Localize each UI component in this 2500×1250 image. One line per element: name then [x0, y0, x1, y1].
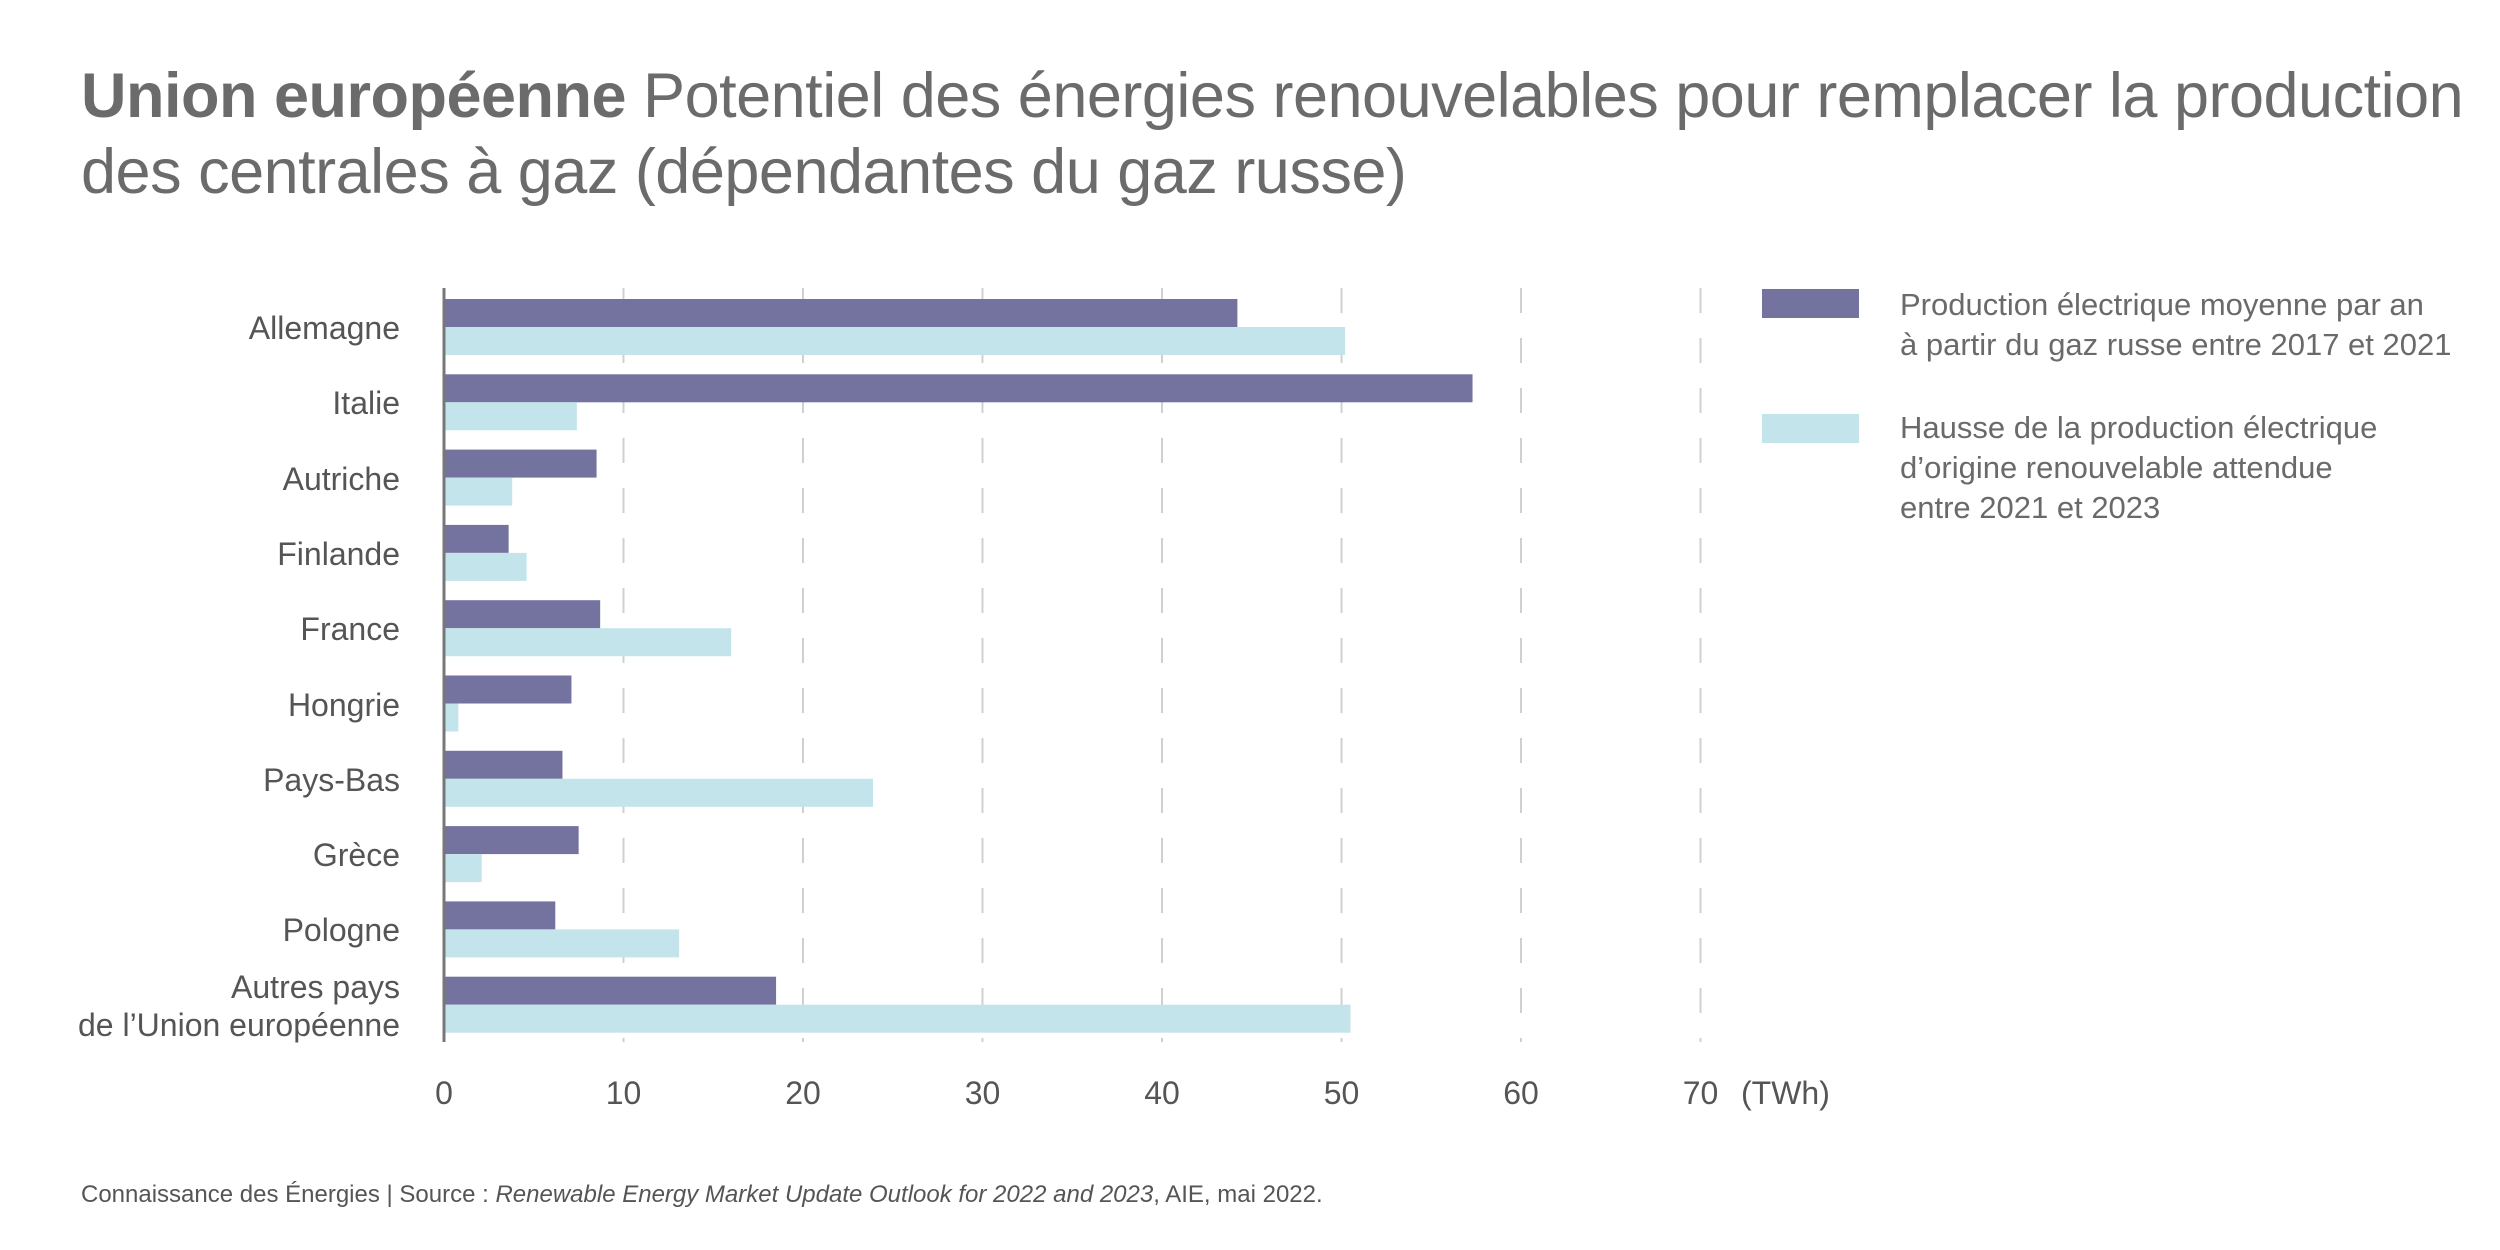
x-tick-label: 70	[1682, 1075, 1719, 1111]
bar-gas-production-9	[445, 976, 777, 1005]
x-tick-label: 0	[435, 1075, 453, 1111]
bar-renewable-increase-1	[445, 402, 577, 431]
bar-gas-production-7	[445, 826, 579, 855]
bar-gas-production-5	[445, 675, 572, 704]
bar-renewable-increase-5	[445, 703, 459, 732]
bar-renewable-increase-3	[445, 552, 527, 581]
bar-gas-production-2	[445, 449, 597, 478]
footer-report-title: Renewable Energy Market Update Outlook f…	[495, 1181, 1154, 1208]
category-label: Finlande	[277, 535, 400, 572]
category-label: France	[300, 611, 400, 648]
footer-suffix: , AIE, mai 2022.	[1153, 1181, 1323, 1208]
category-label: Pays-Bas	[263, 761, 400, 798]
x-tick-label: 20	[785, 1075, 821, 1111]
bar-renewable-increase-0	[445, 327, 1346, 355]
bar-renewable-increase-2	[445, 477, 513, 506]
footer-prefix: Connaissance des Énergies | Source :	[81, 1181, 496, 1208]
bar-gas-production-3	[445, 524, 509, 553]
x-tick-label: 50	[1323, 1075, 1360, 1111]
bar-renewable-increase-8	[445, 929, 680, 958]
x-tick-label: 30	[964, 1075, 1001, 1111]
x-tick-label: 40	[1144, 1075, 1180, 1111]
category-label: Italie	[332, 385, 400, 422]
bar-gas-production-4	[445, 600, 601, 629]
category-label: Autriche	[282, 460, 400, 497]
chart-title-rest: Potentiel des énergies renouvelables pou…	[81, 61, 2464, 207]
category-label: Hongrie	[287, 686, 400, 723]
bar-gas-production-8	[445, 901, 556, 930]
category-label: Autres pays de l’Union européenne	[77, 968, 400, 1043]
x-axis-unit-label: (TWh)	[1741, 1075, 1830, 1111]
bar-renewable-increase-6	[445, 778, 874, 807]
x-tick-label: 60	[1503, 1075, 1539, 1111]
category-label: Allemagne	[248, 310, 400, 346]
bar-gas-production-1	[445, 374, 1473, 403]
bar-gas-production-6	[445, 750, 563, 779]
legend-swatch-series-2	[1762, 414, 1859, 443]
category-label: Pologne	[282, 912, 400, 949]
legend-label-series-2: Hausse de la production électrique d’ori…	[1900, 410, 2378, 525]
chart-title: Union européenne Potentiel des énergies …	[81, 58, 2481, 210]
bar-renewable-increase-7	[445, 854, 482, 883]
x-tick-label: 10	[605, 1075, 642, 1111]
source-footer: Connaissance des Énergies | Source : Ren…	[81, 1181, 1323, 1209]
bar-renewable-increase-4	[445, 628, 732, 657]
bar-renewable-increase-9	[445, 1004, 1351, 1033]
legend-label-series-1: Production électrique moyenne par an à p…	[1900, 287, 2452, 362]
chart-title-bold: Union européenne	[81, 61, 627, 131]
category-label: Grèce	[312, 837, 400, 874]
bar-gas-production-0	[445, 299, 1238, 327]
legend-swatch-series-1	[1762, 289, 1859, 318]
bars	[445, 299, 1473, 1033]
